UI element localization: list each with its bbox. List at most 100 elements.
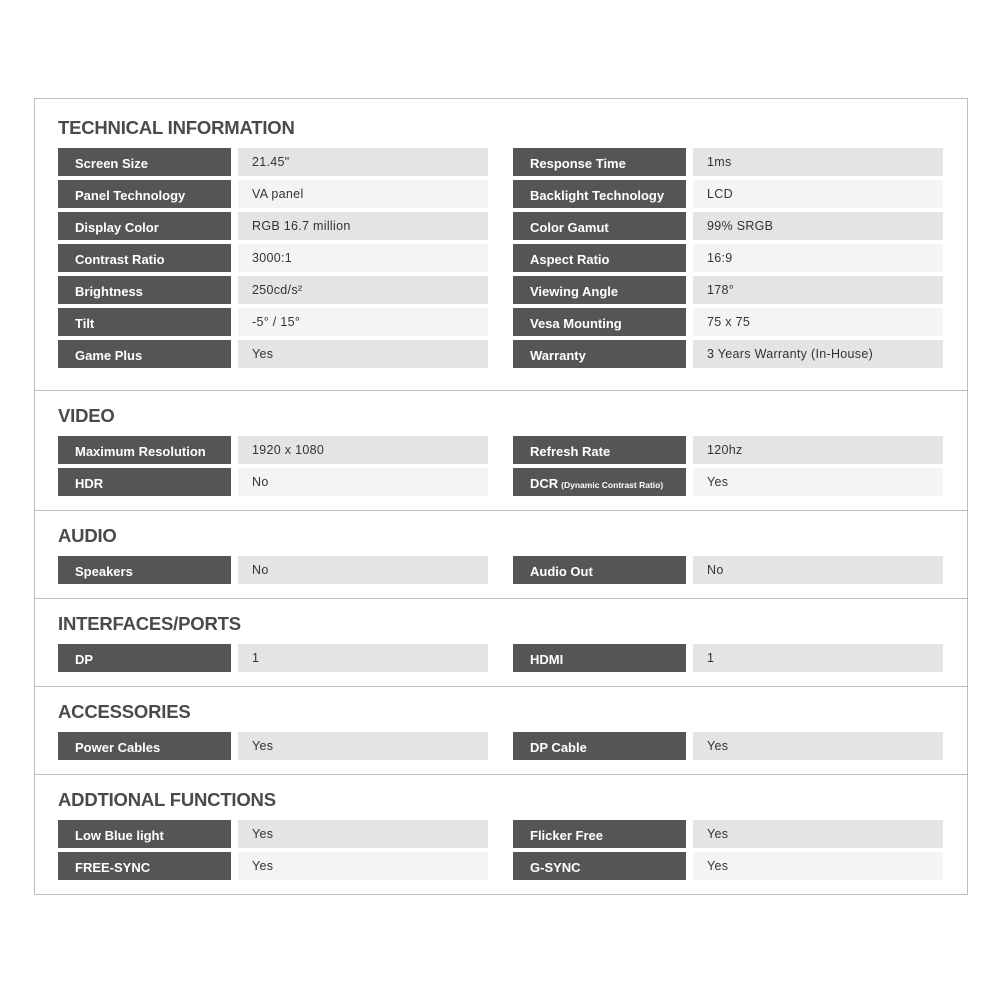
spec-power-cables: Power Cables Yes — [58, 732, 488, 760]
spec-label-text: Power Cables — [75, 740, 161, 755]
section-title: AUDIO — [58, 525, 117, 546]
section-title: ACCESSORIES — [58, 701, 191, 722]
section-audio: AUDIO Speakers No Audio Out No — [35, 510, 967, 598]
spec-aspect-ratio: Aspect Ratio 16:9 — [513, 244, 943, 272]
spec-label-text: Flicker Free — [530, 828, 603, 843]
spec-label-text: Color Gamut — [530, 220, 609, 235]
spec-label-text: Response Time — [530, 156, 626, 171]
spec-value: 3 Years Warranty (In-House) — [693, 340, 943, 368]
table-row: Display Color RGB 16.7 million Color Gamut… — [58, 212, 943, 240]
spec-label: Backlight Technology — [513, 180, 686, 208]
spec-label: Audio Out — [513, 556, 686, 584]
spec-value: No — [238, 468, 488, 496]
spec-label-text: Game Plus — [75, 348, 143, 363]
table-row: Speakers No Audio Out No — [58, 556, 943, 584]
spec-color-gamut: Color Gamut 99% SRGB — [513, 212, 943, 240]
section-title: ADDTIONAL FUNCTIONS — [58, 789, 276, 810]
spec-label: Maximum Resolution — [58, 436, 231, 464]
spec-rows: Low Blue light Yes Flicker Free Yes FREE-SYN… — [58, 820, 943, 880]
spec-label-text: Vesa Mounting — [530, 316, 622, 331]
table-row: Contrast Ratio 3000:1 Aspect Ratio 16:9 — [58, 244, 943, 272]
spec-value: No — [693, 556, 943, 584]
spec-label: Tilt — [58, 308, 231, 336]
spec-label-text: DP — [75, 652, 94, 667]
spec-flicker-free: Flicker Free Yes — [513, 820, 943, 848]
spec-value: 21.45" — [238, 148, 488, 176]
spec-value: 3000:1 — [238, 244, 488, 272]
spec-panel-technology: Panel Technology VA panel — [58, 180, 488, 208]
spec-dcr: DCR (Dynamic Contrast Ratio) Yes — [513, 468, 943, 496]
spec-value: Yes — [693, 820, 943, 848]
spec-response-time: Response Time 1ms — [513, 148, 943, 176]
spec-value: Yes — [238, 340, 488, 368]
spec-label: Panel Technology — [58, 180, 231, 208]
spec-low-blue-light: Low Blue light Yes — [58, 820, 488, 848]
spec-label-text: Aspect Ratio — [530, 252, 610, 267]
spec-maximum-resolution: Maximum Resolution 1920 x 1080 — [58, 436, 488, 464]
spec-value: 99% SRGB — [693, 212, 943, 240]
spec-value: 178° — [693, 276, 943, 304]
spec-label: Refresh Rate — [513, 436, 686, 464]
spec-value: VA panel — [238, 180, 488, 208]
table-row: HDR No DCR (Dynamic Contrast Ratio) Yes — [58, 468, 943, 496]
spec-label: DCR (Dynamic Contrast Ratio) — [513, 468, 686, 496]
spec-sublabel: (Dynamic Contrast Ratio) — [561, 480, 664, 490]
table-row: DP 1 HDMI 1 — [58, 644, 943, 672]
spec-value: Yes — [238, 852, 488, 880]
spec-label-text: Speakers — [75, 564, 133, 579]
spec-label-text: Tilt — [75, 316, 95, 331]
spec-label-text: Viewing Angle — [530, 284, 619, 299]
spec-label: Speakers — [58, 556, 231, 584]
spec-tilt: Tilt -5° / 15° — [58, 308, 488, 336]
spec-label: Low Blue light — [58, 820, 231, 848]
spec-screen-size: Screen Size 21.45" — [58, 148, 488, 176]
spec-label-text: Warranty — [530, 348, 586, 363]
spec-free-sync: FREE-SYNC Yes — [58, 852, 488, 880]
spec-label: HDMI — [513, 644, 686, 672]
spec-label: Aspect Ratio — [513, 244, 686, 272]
section-title: VIDEO — [58, 405, 115, 426]
section-title: TECHNICAL INFORMATION — [58, 117, 295, 138]
spec-value: 120hz — [693, 436, 943, 464]
spec-value: Yes — [693, 852, 943, 880]
spec-label-text: HDR — [75, 476, 104, 491]
section-addtional-functions: ADDTIONAL FUNCTIONS Low Blue light Yes Flic… — [35, 774, 967, 894]
table-row: Power Cables Yes DP Cable Yes — [58, 732, 943, 760]
spec-label: Game Plus — [58, 340, 231, 368]
spec-value: 75 x 75 — [693, 308, 943, 336]
spec-rows: Power Cables Yes DP Cable Yes — [58, 732, 943, 760]
section-interfaces-ports: INTERFACES/PORTS DP 1 HDMI 1 — [35, 598, 967, 686]
spec-value: No — [238, 556, 488, 584]
spec-label-text: Display Color — [75, 220, 159, 235]
spec-value: 1920 x 1080 — [238, 436, 488, 464]
spec-display-color: Display Color RGB 16.7 million — [58, 212, 488, 240]
spec-rows: DP 1 HDMI 1 — [58, 644, 943, 672]
spec-value: RGB 16.7 million — [238, 212, 488, 240]
spec-label: Screen Size — [58, 148, 231, 176]
spec-label: Contrast Ratio — [58, 244, 231, 272]
spec-label-text: Maximum Resolution — [75, 444, 206, 459]
spec-value: 1 — [693, 644, 943, 672]
spec-value: 16:9 — [693, 244, 943, 272]
spec-audio-out: Audio Out No — [513, 556, 943, 584]
spec-label-text: Brightness — [75, 284, 143, 299]
spec-value: 250cd/s² — [238, 276, 488, 304]
spec-sheet: TECHNICAL INFORMATION Screen Size 21.45" Re… — [34, 98, 968, 895]
spec-dp-cable: DP Cable Yes — [513, 732, 943, 760]
spec-label-text: Backlight Technology — [530, 188, 665, 203]
spec-vesa-mounting: Vesa Mounting 75 x 75 — [513, 308, 943, 336]
spec-label: FREE-SYNC — [58, 852, 231, 880]
spec-rows: Speakers No Audio Out No — [58, 556, 943, 584]
spec-label: Viewing Angle — [513, 276, 686, 304]
spec-warranty: Warranty 3 Years Warranty (In-House) — [513, 340, 943, 368]
spec-label: Warranty — [513, 340, 686, 368]
spec-label-text: Panel Technology — [75, 188, 186, 203]
spec-label-text: G-SYNC — [530, 860, 581, 875]
spec-hdmi: HDMI 1 — [513, 644, 943, 672]
section-title: INTERFACES/PORTS — [58, 613, 241, 634]
spec-label-text: HDMI — [530, 652, 564, 667]
table-row: Low Blue light Yes Flicker Free Yes — [58, 820, 943, 848]
spec-label-text: Contrast Ratio — [75, 252, 165, 267]
spec-dp: DP 1 — [58, 644, 488, 672]
table-row: Panel Technology VA panel Backlight Techno… — [58, 180, 943, 208]
